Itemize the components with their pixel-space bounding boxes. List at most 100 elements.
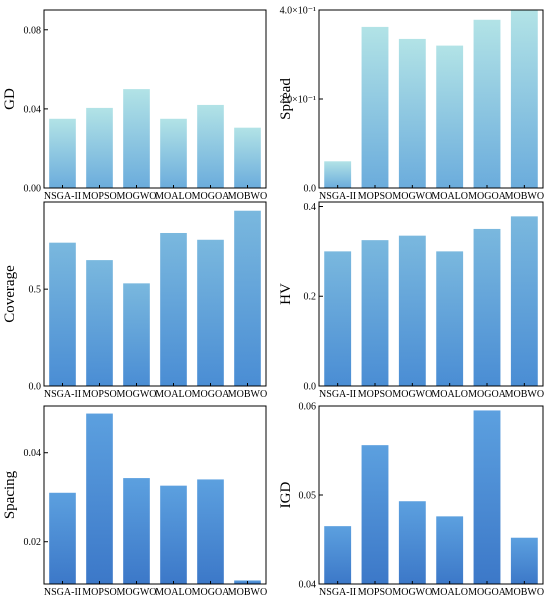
plot-frame: [318, 201, 544, 387]
bar-mobwo: [234, 127, 261, 188]
x-tick-label: MOBWO: [228, 389, 267, 400]
bar-mogoa: [473, 228, 501, 386]
x-tick-label: MOALO: [155, 587, 192, 598]
x-tick-label: MOGWO: [117, 587, 157, 598]
y-tick-label: 0.2: [304, 292, 317, 303]
x-tick-label: NSGA-II: [44, 191, 81, 202]
bar-nsga-ii: [324, 161, 352, 188]
plot-frame: [43, 201, 267, 387]
y-tick-label: 0.05: [299, 491, 317, 502]
x-tick-label: MOGOA: [192, 587, 231, 598]
y-tick-label: 0.00: [24, 184, 42, 195]
x-tick-label: MOPSO: [82, 587, 116, 598]
bar-mobwo: [510, 537, 538, 584]
y-tick-label: 0.04: [24, 448, 42, 459]
bar-mogoa: [473, 19, 501, 188]
bar-mopso: [361, 445, 389, 584]
x-tick-label: MOALO: [431, 587, 468, 598]
x-tick-label: MOPSO: [358, 389, 392, 400]
x-tick-label: MOPSO: [82, 389, 116, 400]
x-tick-label: MOGWO: [392, 389, 432, 400]
y-axis-title: Spacing: [2, 470, 18, 519]
x-tick-label: MOPSO: [82, 191, 116, 202]
chart-panel-spread: 0.0 2.0×10⁻¹ 4.0×10⁻¹ NSGA-II MOPSO MOGWOMOAL…: [278, 6, 544, 203]
y-tick-label: 0.02: [24, 537, 42, 548]
plot-frame: [318, 405, 544, 585]
bar-mogoa: [197, 104, 224, 188]
x-tick-label: MOALO: [155, 191, 192, 202]
bar-mobwo: [234, 210, 261, 386]
y-tick-label: 0.04: [24, 104, 42, 115]
y-tick-label: 0.0: [304, 184, 317, 195]
plot-frame: [43, 405, 267, 585]
bar-moalo: [160, 118, 187, 188]
y-tick-label: 2.0×10⁻¹: [280, 95, 316, 106]
bar-mogoa: [197, 239, 224, 386]
x-tick-label: MOGOA: [192, 191, 231, 202]
x-tick-label: MOALO: [431, 191, 468, 202]
x-tick-label: MOPSO: [358, 587, 392, 598]
x-tick-label: MOGWO: [117, 191, 157, 202]
x-tick-label: MOBWO: [228, 587, 267, 598]
bar-moalo: [436, 45, 464, 188]
bar-mopso: [86, 413, 113, 584]
plot-frame: [43, 9, 267, 189]
bar-moalo: [436, 516, 464, 584]
x-tick-label: MOBWO: [505, 389, 544, 400]
x-tick-label: MOGWO: [117, 389, 157, 400]
bar-mogwo: [123, 89, 150, 188]
x-tick-label: NSGA-II: [319, 389, 356, 400]
bar-mopso: [86, 260, 113, 386]
y-tick-label: 0.0: [304, 382, 317, 393]
x-tick-label: MOGWO: [392, 587, 432, 598]
y-tick-label: 0.5: [29, 285, 42, 296]
bar-nsga-ii: [324, 526, 352, 584]
bar-mogwo: [398, 235, 426, 386]
bar-mopso: [361, 240, 389, 386]
x-tick-label: NSGA-II: [44, 587, 81, 598]
x-tick-label: MOALO: [155, 389, 192, 400]
bar-nsga-ii: [324, 251, 352, 386]
bar-mogwo: [123, 283, 150, 386]
x-tick-label: MOGOA: [192, 389, 231, 400]
y-tick-label: 0.0: [29, 382, 42, 393]
y-axis-title: Spread: [278, 78, 294, 120]
bar-mogwo: [398, 501, 426, 584]
y-axis-title: HV: [278, 283, 294, 305]
bar-mogwo: [398, 38, 426, 188]
y-tick-label: 4.0×10⁻¹: [280, 6, 316, 17]
bar-moalo: [160, 232, 187, 386]
x-tick-label: NSGA-II: [44, 389, 81, 400]
x-tick-label: MOBWO: [505, 191, 544, 202]
x-tick-label: MOGWO: [392, 191, 432, 202]
bar-mobwo: [510, 216, 538, 386]
plot-frame: [318, 9, 544, 189]
y-axis-title: Coverage: [2, 265, 18, 323]
bar-mogoa: [473, 410, 501, 584]
y-tick-label: 0.04: [299, 580, 317, 591]
bar-mogoa: [197, 479, 224, 584]
x-tick-label: MOPSO: [358, 191, 392, 202]
x-tick-label: MOBWO: [505, 587, 544, 598]
x-tick-label: MOGOA: [468, 587, 507, 598]
x-tick-label: NSGA-II: [319, 587, 356, 598]
bar-nsga-ii: [49, 118, 76, 188]
y-tick-label: 0.06: [299, 402, 317, 413]
y-tick-label: 0.08: [24, 25, 42, 36]
bar-mopso: [361, 26, 389, 188]
bar-nsga-ii: [49, 492, 76, 584]
x-tick-label: MOALO: [431, 389, 468, 400]
bar-mopso: [86, 107, 113, 188]
bar-moalo: [160, 485, 187, 584]
bar-mobwo: [510, 10, 538, 188]
y-axis-title: GD: [2, 88, 18, 110]
y-axis-title: IGD: [278, 482, 294, 509]
x-tick-label: MOGOA: [468, 191, 507, 202]
x-tick-label: NSGA-II: [319, 191, 356, 202]
x-tick-label: MOBWO: [228, 191, 267, 202]
